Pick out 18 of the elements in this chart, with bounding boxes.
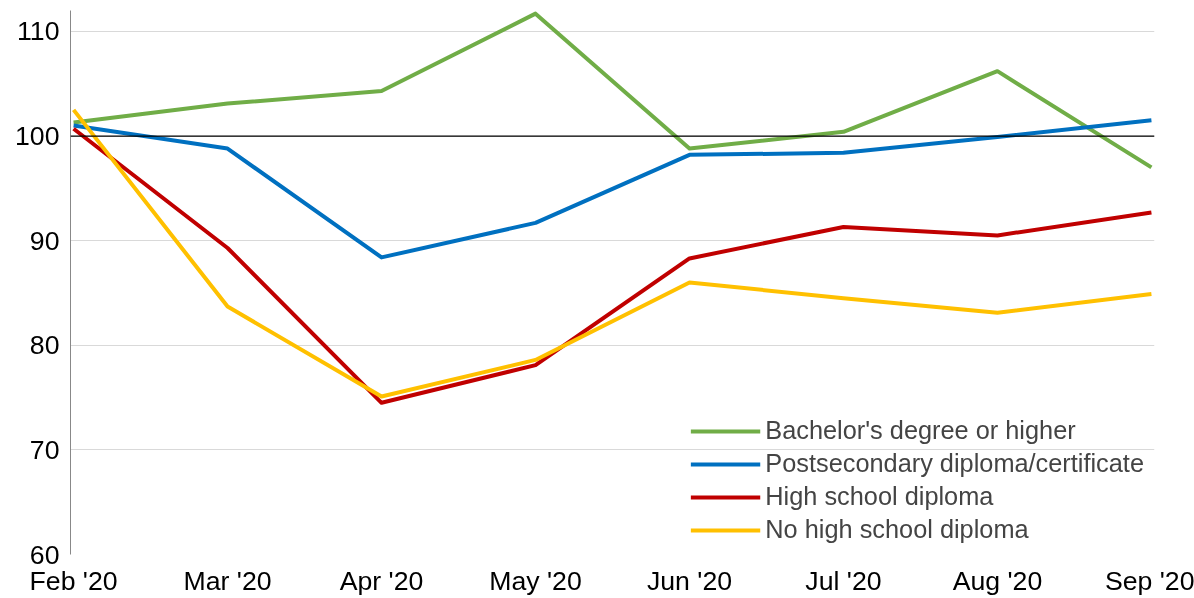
line-series (71, 118, 1154, 260)
x-tick-label: Apr '20 (339, 565, 424, 596)
legend-label: No high school diploma (765, 515, 1029, 544)
legend-label: Bachelor's degree or higher (765, 416, 1076, 445)
legend-label: Postsecondary diploma/certificate (765, 449, 1144, 478)
y-tick-label: 90 (29, 225, 60, 256)
y-tick-label: 70 (29, 434, 60, 465)
x-tick-label: Jun '20 (646, 565, 733, 596)
line-series (71, 11, 1154, 170)
y-tick-label: 110 (17, 16, 60, 47)
legend-label: High school diploma (765, 482, 994, 511)
x-tick-label: Aug '20 (952, 565, 1043, 596)
x-tick-label: Jul '20 (805, 565, 882, 596)
x-tick-label: Mar '20 (183, 565, 272, 596)
y-tick-label: 80 (29, 330, 60, 361)
x-tick-label: May '20 (489, 565, 582, 596)
y-tick-label: 100 (15, 121, 60, 152)
x-tick-label: Sep '20 (1104, 565, 1194, 596)
